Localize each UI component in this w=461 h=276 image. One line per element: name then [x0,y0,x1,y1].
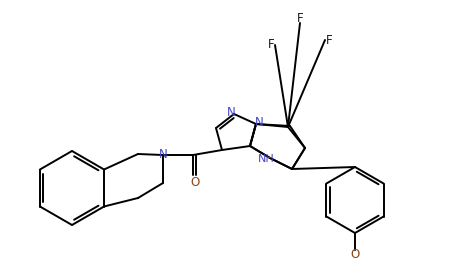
Text: F: F [268,38,274,52]
Text: N: N [159,148,167,161]
Text: N: N [227,105,236,118]
Text: O: O [190,176,200,189]
Text: F: F [297,12,303,25]
Text: O: O [350,248,360,261]
Text: NH: NH [258,154,274,164]
Text: N: N [254,116,263,129]
Text: F: F [325,33,332,46]
